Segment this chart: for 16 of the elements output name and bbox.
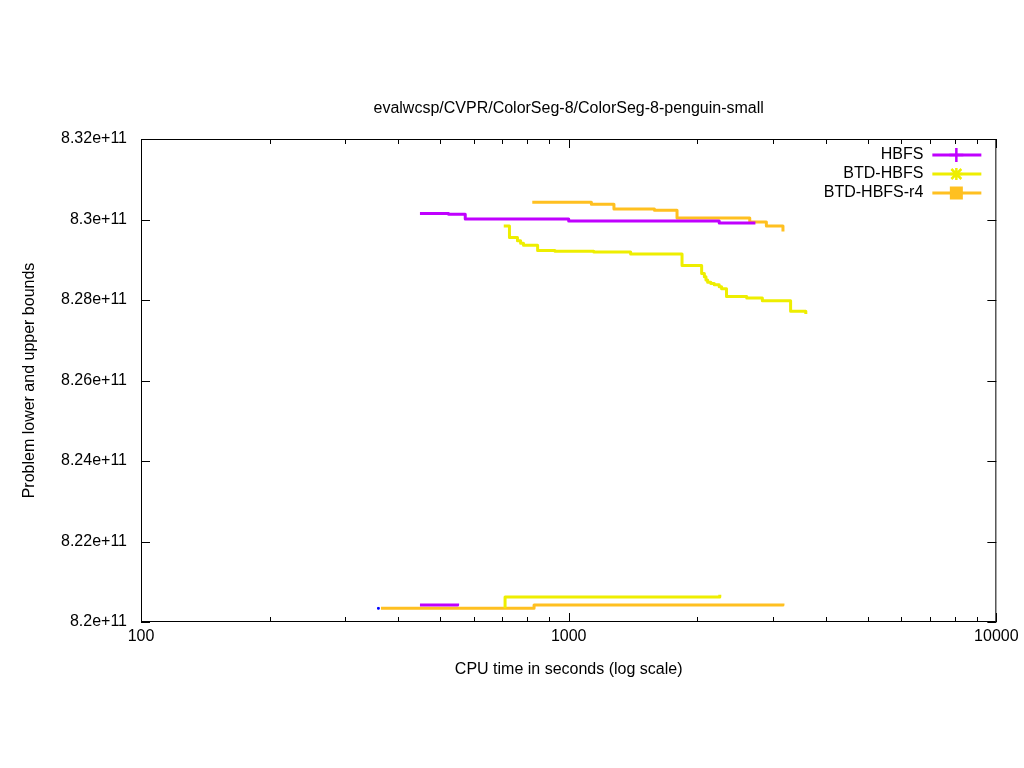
y-tick-label: 8.28e+11 [61,290,128,308]
y-tick-label: 8.3e+11 [69,209,128,227]
x-tick-label: 10000 [974,627,1019,645]
y-tick-label: 8.26e+11 [61,370,128,388]
y-tick-label: 8.2e+11 [69,612,128,630]
chart-title: evalwcsp/CVPR/ColorSeg-8/ColorSeg-8-penguin-small [373,99,764,117]
y-tick-label: 8.32e+11 [61,129,128,147]
legend-label: BTD-HBFS [843,164,924,182]
legend-label: BTD-HBFS-r4 [823,183,924,201]
y-axis-title: Problem lower and upper bounds [20,262,38,499]
y-tick-label: 8.22e+11 [61,531,128,549]
x-tick-label: 1000 [550,627,587,645]
x-axis-title: CPU time in seconds (log scale) [454,660,683,678]
x-tick-label: 100 [127,627,155,645]
legend-label: HBFS [880,145,924,163]
y-tick-label: 8.24e+11 [61,451,128,469]
